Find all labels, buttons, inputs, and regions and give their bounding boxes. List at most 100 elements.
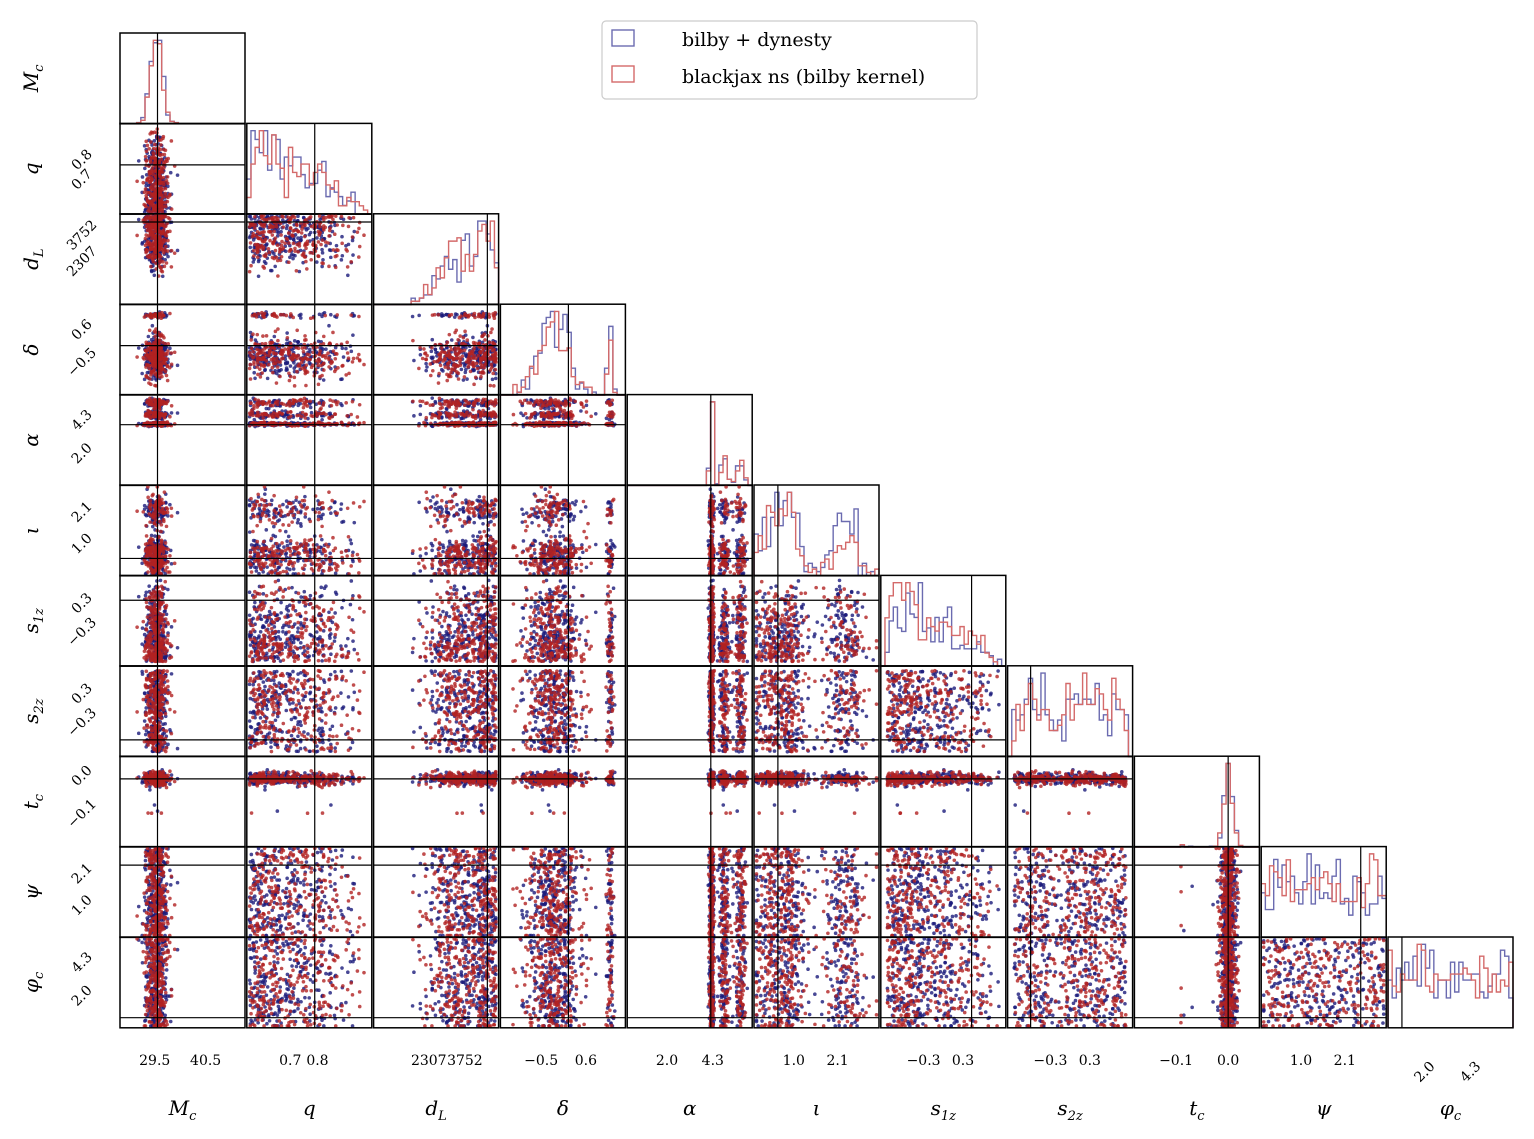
point-delta-d_L-1-203 — [443, 365, 448, 369]
point-delta-d_L-1-175 — [471, 356, 476, 360]
point-alpha-M_c-1-250 — [153, 412, 157, 417]
point-alpha-d_L-1-226 — [471, 407, 475, 412]
point-alpha-q-1-221 — [255, 410, 260, 415]
point-alpha-d_L-1-112 — [465, 410, 469, 415]
point-alpha-d_L-1-63 — [437, 401, 442, 406]
point-delta-M_c-0-118 — [146, 334, 151, 339]
point-delta-q-0-116 — [298, 316, 303, 320]
point-delta-d_L-1-102 — [430, 313, 435, 317]
point-delta-d_L-0-222 — [453, 312, 458, 316]
point-delta-q-1-176 — [248, 377, 253, 381]
point-d_L-q-1-176 — [248, 241, 253, 245]
point-d_L-M_c-1-244 — [153, 254, 158, 259]
point-d_L-q-1-86 — [292, 228, 297, 233]
point-delta-q-0-103 — [316, 339, 321, 344]
point-alpha-d_L-0-138 — [433, 399, 438, 404]
point-delta-q-1-192 — [333, 351, 338, 356]
point-d_L-q-1-161 — [296, 229, 300, 234]
point-alpha-d_L-1-180 — [454, 412, 459, 417]
point-delta-q-0-187 — [292, 361, 296, 365]
point-delta-M_c-1-225 — [149, 371, 154, 375]
point-delta-d_L-1-256 — [478, 313, 482, 318]
point-delta-M_c-1-150 — [142, 315, 147, 319]
point-d_L-q-1-156 — [252, 248, 256, 253]
point-delta-d_L-1-224 — [443, 350, 448, 355]
point-delta-q-1-229 — [287, 371, 291, 376]
point-d_L-M_c-1-151 — [166, 215, 171, 220]
point-d_L-q-1-254 — [290, 233, 294, 238]
point-delta-d_L-1-210 — [446, 366, 451, 370]
point-alpha-q-0-139 — [339, 402, 343, 406]
panel-alpha-vs-q — [246, 393, 373, 487]
point-delta-q-1-187 — [252, 360, 256, 364]
point-delta-q-1-105 — [274, 356, 279, 361]
point-alpha-d_L-1-221 — [436, 410, 441, 415]
point-d_L-M_c-1-188 — [148, 254, 152, 259]
point-d_L-M_c-1-250 — [153, 217, 157, 222]
point-delta-q-0-7 — [327, 323, 331, 328]
point-delta-M_c-1-173 — [152, 329, 157, 334]
point-delta-d_L-1-173 — [463, 329, 467, 334]
panel-delta-vs-d_L — [372, 303, 500, 396]
panel-delta-vs-q — [246, 303, 373, 396]
point-delta-q-1-181 — [333, 356, 338, 361]
point-d_L-q-0-258 — [248, 245, 253, 250]
panels-layer — [119, 32, 1514, 1029]
point-alpha-q-1-224 — [267, 399, 272, 404]
point-delta-d_L-1-33 — [468, 369, 473, 374]
point-alpha-d_L-1-159 — [459, 412, 464, 417]
point-d_L-q-1-200 — [323, 240, 328, 244]
point-alpha-q-1-240 — [271, 411, 276, 415]
point-d_L-M_c-0-68 — [175, 248, 180, 253]
point-d_L-q-0-84 — [291, 256, 295, 261]
point-d_L-q-0-225 — [265, 214, 270, 218]
point-alpha-d_L-1-156 — [446, 403, 450, 408]
point-d_L-q-1-233 — [281, 246, 286, 250]
point-delta-q-1-103 — [276, 338, 280, 343]
point-delta-q-1-222 — [271, 357, 276, 362]
point-delta-d_L-1-154 — [492, 384, 496, 388]
point-d_L-M_c-1-165 — [163, 244, 168, 249]
point-alpha-q-1-231 — [301, 405, 306, 410]
point-delta-d_L-1-147 — [481, 346, 485, 351]
point-delta-q-1-217 — [275, 359, 280, 364]
point-delta-d_L-1-152 — [475, 366, 480, 371]
point-alpha-q-0-200 — [309, 410, 314, 415]
point-d_L-q-1-164 — [333, 214, 338, 218]
point-delta-M_c-1-203 — [144, 365, 148, 369]
point-d_L-q-0-244 — [307, 232, 312, 237]
point-delta-d_L-1-228 — [445, 372, 449, 377]
point-delta-q-1-256 — [323, 313, 328, 318]
point-d_L-q-1-245 — [308, 215, 313, 219]
point-delta-d_L-1-144 — [490, 353, 495, 357]
point-d_L-q-0-44 — [320, 247, 324, 252]
point-delta-q-1-199 — [345, 340, 349, 345]
point-delta-M_c-1-1 — [165, 378, 170, 383]
point-delta-M_c-1-238 — [159, 332, 163, 336]
point-delta-M_c-1-219 — [165, 364, 170, 369]
hist-M_c-dynesty — [120, 39, 245, 125]
point-q-M_c-1-164 — [162, 147, 166, 152]
point-delta-d_L-1-251 — [474, 361, 479, 366]
point-alpha-q-1-49 — [357, 402, 362, 407]
point-d_L-M_c-1-230 — [150, 236, 154, 241]
point-d_L-q-1-183 — [264, 252, 268, 256]
point-q-M_c-1-57 — [163, 194, 168, 199]
point-d_L-M_c-1-162 — [164, 234, 169, 238]
point-delta-d_L-1-255 — [491, 371, 495, 376]
point-delta-d_L-1-204 — [479, 374, 483, 379]
panel-delta-vs-delta — [499, 303, 627, 396]
panel-alpha-vs-M_c — [119, 393, 246, 487]
point-q-M_c-1-194 — [148, 159, 153, 164]
point-d_L-q-1-221 — [255, 255, 260, 260]
point-alpha-delta-0-7 — [593, 411, 598, 416]
point-d_L-q-1-3 — [346, 224, 351, 229]
point-delta-M_c-1-253 — [157, 357, 162, 362]
point-delta-d_L-0-179 — [461, 378, 466, 382]
point-alpha-q-1-185 — [297, 398, 302, 403]
point-delta-d_L-1-1 — [445, 378, 450, 383]
point-alpha-delta-0-149 — [533, 416, 538, 420]
point-alpha-q-1-250 — [304, 412, 308, 417]
point-d_L-q-1-217 — [275, 258, 280, 263]
point-delta-d_L-1-133 — [447, 349, 451, 353]
